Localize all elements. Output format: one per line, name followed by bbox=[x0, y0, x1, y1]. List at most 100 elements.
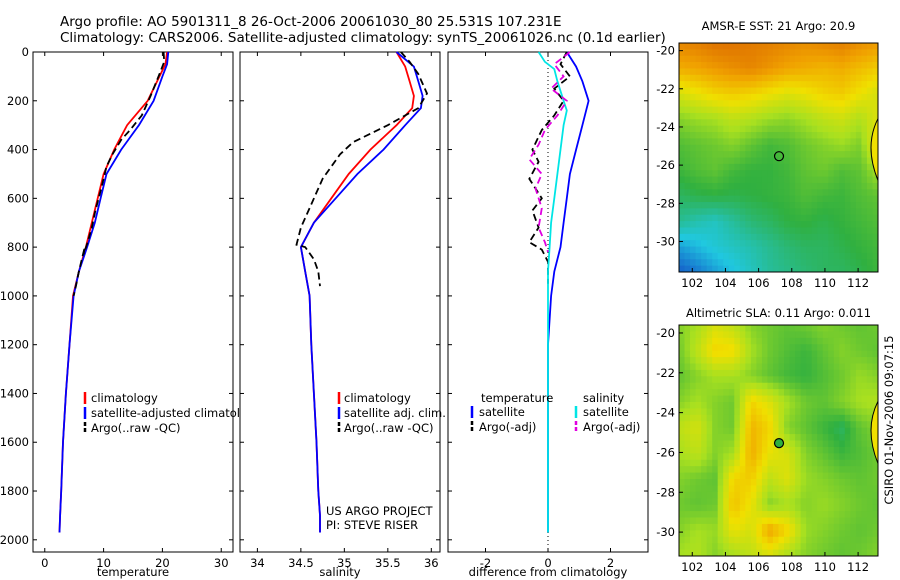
sst_map-cell bbox=[772, 125, 779, 133]
sla_map-cell bbox=[784, 466, 791, 474]
sst_map-cell bbox=[806, 81, 813, 89]
sla_map-cell bbox=[861, 549, 868, 557]
sst_map-cell bbox=[833, 170, 840, 178]
sla_map-cell bbox=[789, 389, 796, 397]
sla_map-cell bbox=[756, 498, 763, 506]
sla_map-cell bbox=[695, 408, 702, 416]
sla_map-cell bbox=[712, 504, 719, 512]
sla_map-cell bbox=[706, 325, 713, 332]
sla_map-cell bbox=[806, 395, 813, 403]
sst_map-cell bbox=[861, 189, 868, 197]
sla_map-cell bbox=[833, 466, 840, 474]
sst_map-cell bbox=[767, 252, 774, 260]
sst_map-cell bbox=[761, 214, 768, 222]
sst_map-cell bbox=[717, 144, 724, 152]
sst_map-cell bbox=[822, 265, 829, 273]
sst_map-cell bbox=[717, 81, 724, 89]
sst_map-cell bbox=[717, 208, 724, 216]
sst_map-cell bbox=[817, 55, 824, 63]
sst_map-cell bbox=[850, 176, 857, 184]
sla_map-cell bbox=[772, 504, 779, 512]
sst_map-cell bbox=[690, 195, 697, 203]
sst_map-cell bbox=[844, 81, 851, 89]
sla_map-cell bbox=[772, 325, 779, 332]
sla_map-cell bbox=[679, 459, 686, 467]
sst_map-cell bbox=[800, 208, 807, 216]
sla_map-cell bbox=[844, 459, 851, 467]
sst_map-cell bbox=[734, 221, 741, 228]
sst_map-cell bbox=[695, 138, 702, 146]
sst_map-cell bbox=[706, 106, 713, 114]
sla_map-cell bbox=[817, 395, 824, 403]
sst_map-cell bbox=[806, 74, 813, 82]
sst_map-cell bbox=[728, 214, 735, 222]
sla_map-cell bbox=[784, 414, 791, 422]
sst_map-cell bbox=[712, 170, 719, 178]
sst_map-cell bbox=[679, 106, 686, 114]
sla_map-cell bbox=[811, 434, 818, 441]
sst_map-cell bbox=[850, 240, 857, 248]
sla_map-cell bbox=[756, 337, 763, 345]
sla_map-title: Altimetric SLA: 0.11 Argo: 0.011 bbox=[686, 306, 871, 320]
sla_map-cell bbox=[728, 517, 735, 525]
sst_map-cell bbox=[784, 132, 791, 139]
sla_map-cell bbox=[833, 472, 840, 480]
sla_map-cell bbox=[723, 517, 730, 525]
sst_map-cell bbox=[767, 259, 774, 267]
sla_map-cell bbox=[784, 523, 791, 531]
sla_map-cell bbox=[850, 395, 857, 403]
sla_map-cell bbox=[861, 389, 868, 397]
sst_map-cell bbox=[839, 227, 846, 235]
sst_map-cell bbox=[723, 176, 730, 184]
sla_map-cell bbox=[784, 504, 791, 512]
sla_map-cell bbox=[822, 357, 829, 364]
sla_map-cell bbox=[822, 543, 829, 551]
sst_map-cell bbox=[679, 208, 686, 216]
sla_map-cell bbox=[772, 472, 779, 480]
sla_map-cell bbox=[756, 466, 763, 474]
sla_map-cell bbox=[817, 472, 824, 480]
sst_map-cell bbox=[822, 246, 829, 254]
sst_map-cell bbox=[750, 182, 757, 190]
sst_map-cell bbox=[750, 138, 757, 146]
sla_map-cell bbox=[761, 389, 768, 397]
sla_map-cell bbox=[750, 363, 757, 371]
sla_map-cell bbox=[756, 536, 763, 544]
sst_map-cell bbox=[817, 125, 824, 133]
sla_map-cell bbox=[844, 344, 851, 352]
sla_map-cell bbox=[784, 421, 791, 429]
sst_map-cell bbox=[723, 195, 730, 203]
sst_map-cell bbox=[850, 55, 857, 63]
sla_map-cell bbox=[866, 427, 873, 435]
sst_map-cell bbox=[745, 87, 752, 95]
sst_map-cell bbox=[706, 227, 713, 235]
sst_map-cell bbox=[828, 112, 835, 120]
sst_map-cell bbox=[739, 214, 746, 222]
sst_map-cell bbox=[701, 132, 708, 139]
sst_map-cell bbox=[778, 157, 785, 165]
sst_map-cell bbox=[850, 68, 857, 76]
sla_map-cell bbox=[772, 337, 779, 345]
sst_map-cell bbox=[800, 259, 807, 267]
sst_map-cell bbox=[756, 93, 763, 101]
sla_map-cell bbox=[850, 511, 857, 518]
sla_map-cell bbox=[800, 414, 807, 422]
sla_map-cell bbox=[828, 427, 835, 435]
sst_map-cell bbox=[822, 119, 829, 127]
sla_map-cell bbox=[756, 459, 763, 467]
sst_map-cell bbox=[750, 176, 757, 184]
sla_map-cell bbox=[684, 337, 691, 345]
sla_map-cell bbox=[706, 376, 713, 384]
sla_map-cell bbox=[817, 363, 824, 371]
sla_map-ytick-label: -24 bbox=[656, 406, 675, 420]
sst_map-cell bbox=[811, 252, 818, 260]
sst_map-cell bbox=[717, 265, 724, 273]
sst_map-cell bbox=[761, 265, 768, 273]
sla_map-cell bbox=[844, 549, 851, 557]
sst_map-cell bbox=[706, 87, 713, 95]
sla_map-coastline bbox=[870, 401, 879, 464]
sst_map-cell bbox=[772, 252, 779, 260]
sla_map-cell bbox=[684, 363, 691, 371]
sla_map-cell bbox=[822, 459, 829, 467]
sst_map-cell bbox=[745, 163, 752, 171]
